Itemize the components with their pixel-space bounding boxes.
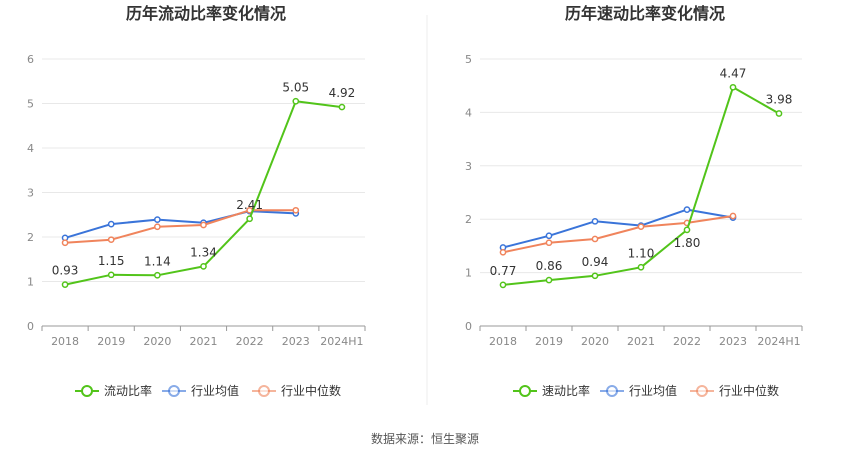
legend-item[interactable]: 行业中位数: [690, 383, 779, 398]
data-point: [292, 97, 300, 105]
legend-item[interactable]: 行业均值: [600, 383, 677, 398]
data-label: 1.15: [98, 254, 125, 268]
data-point: [683, 206, 691, 213]
x-tick-label: 2023: [282, 335, 310, 348]
data-point: [499, 281, 507, 289]
data-point: [729, 83, 737, 91]
data-label: 1.80: [674, 236, 701, 250]
data-point: [591, 235, 599, 243]
data-point: [154, 271, 161, 279]
data-point: [499, 248, 507, 256]
y-tick-label: 4: [27, 142, 34, 155]
x-tick-label: 2021: [190, 335, 218, 348]
data-label: 0.93: [52, 264, 79, 278]
data-point: [338, 103, 346, 111]
x-tick-label: 2019: [97, 335, 125, 348]
data-point: [637, 223, 645, 231]
legend-label: 行业中位数: [719, 383, 779, 398]
x-tick-label: 2022: [673, 335, 701, 348]
x-tick-label: 2018: [489, 335, 517, 348]
series-line: [64, 210, 296, 239]
x-tick-label: 2020: [143, 335, 171, 348]
chart-title: 历年流动比率变化情况: [126, 4, 286, 23]
series-line: [502, 215, 734, 254]
data-point: [729, 212, 737, 220]
data-point: [246, 215, 253, 223]
legend-label: 行业均值: [191, 383, 239, 398]
data-point: [775, 110, 783, 117]
data-point: [591, 217, 599, 225]
data-label: 1.10: [628, 246, 655, 260]
data-point: [107, 220, 115, 228]
chart-title: 历年速动比率变化情况: [565, 4, 725, 23]
legend-marker: [519, 385, 531, 397]
x-tick-label: 2024H1: [757, 335, 800, 348]
y-tick-label: 0: [465, 320, 472, 333]
data-point: [292, 206, 300, 214]
data-point: [107, 236, 115, 244]
y-tick-label: 5: [465, 53, 472, 66]
x-tick-label: 2020: [581, 335, 609, 348]
y-tick-label: 1: [27, 276, 34, 289]
y-tick-label: 4: [465, 106, 472, 119]
legend-label: 行业均值: [629, 383, 677, 398]
legend-marker: [606, 385, 618, 397]
data-point: [107, 271, 115, 279]
data-label: 0.86: [536, 259, 563, 273]
legend-item[interactable]: 行业中位数: [252, 383, 341, 398]
data-point: [61, 281, 69, 288]
data-point: [637, 263, 645, 271]
data-label: 4.47: [720, 66, 747, 80]
series-line: [502, 208, 734, 249]
y-tick-label: 1: [465, 267, 472, 280]
quick-ratio-chart: 历年速动比率变化情况 0 1 2 3 4 5 2018 2019 2020 2021 2022 2023…: [465, 4, 803, 398]
y-tick-label: 6: [27, 53, 34, 66]
data-point: [200, 263, 207, 270]
data-label: 5.05: [282, 80, 309, 94]
x-tick-label: 2024H1: [320, 335, 363, 348]
data-label: 0.77: [490, 264, 517, 278]
legend-marker: [258, 385, 270, 397]
series-line: [65, 209, 296, 244]
legend-label: 行业中位数: [281, 383, 341, 398]
legend-marker: [696, 385, 708, 397]
legend-marker: [168, 385, 180, 397]
data-point: [591, 272, 599, 280]
x-tick-label: 2022: [236, 335, 264, 348]
legend-label: 流动比率: [104, 383, 152, 398]
legend-item[interactable]: 速动比率: [513, 383, 590, 398]
y-tick-label: 0: [27, 320, 34, 333]
data-point: [61, 239, 69, 247]
y-tick-label: 3: [27, 187, 34, 200]
data-point: [154, 216, 161, 223]
data-point: [545, 276, 553, 284]
data-label: 1.14: [144, 254, 171, 268]
data-point: [683, 226, 691, 234]
data-point: [545, 232, 553, 240]
legend-marker: [81, 385, 93, 397]
data-label: 3.98: [766, 92, 793, 106]
data-label: 4.92: [329, 86, 356, 100]
y-tick-label: 2: [27, 231, 34, 244]
current-ratio-chart: 历年流动比率变化情况 0 1 2 3 4 5 6 2018 2019 2020 2021 2022 202…: [27, 4, 366, 398]
data-source-text: 数据来源：恒生聚源: [371, 431, 479, 446]
y-tick-label: 2: [465, 213, 472, 226]
y-tick-label: 5: [27, 98, 34, 111]
data-point: [154, 223, 161, 231]
data-point: [545, 239, 553, 247]
data-label: 0.94: [582, 255, 609, 269]
y-tick-label: 3: [465, 160, 472, 173]
x-tick-label: 2019: [535, 335, 563, 348]
x-tick-label: 2018: [51, 335, 79, 348]
data-label: 2.41: [236, 198, 263, 212]
x-tick-label: 2021: [627, 335, 655, 348]
legend-item[interactable]: 流动比率: [75, 383, 152, 398]
x-tick-label: 2023: [719, 335, 747, 348]
data-point: [200, 221, 207, 229]
legend-item[interactable]: 行业均值: [162, 383, 239, 398]
data-label: 1.34: [190, 245, 217, 259]
legend-label: 速动比率: [542, 383, 590, 398]
